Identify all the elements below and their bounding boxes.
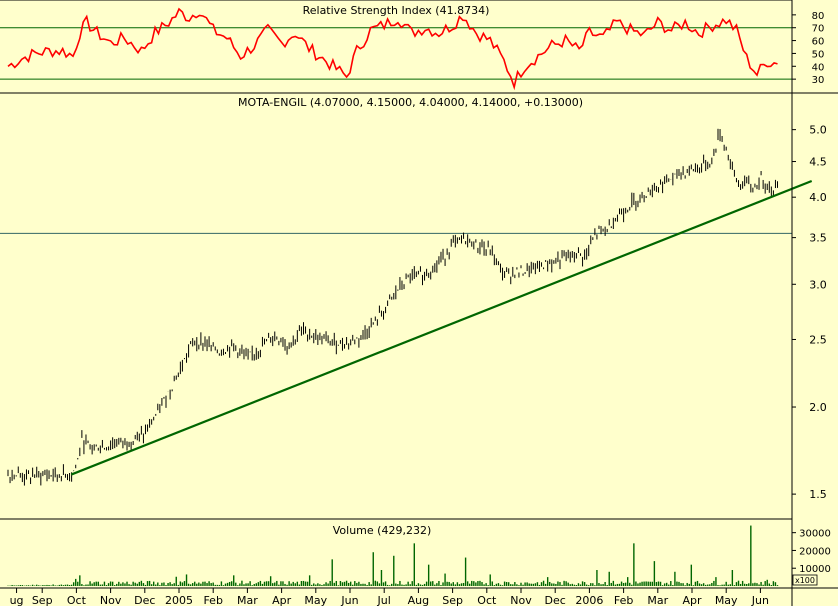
price-tick-label: 5.0 xyxy=(809,124,827,137)
price-axis: 1.5 2.0 2.5 3.0 3.5 4.0 4.5 5.0 xyxy=(792,124,827,501)
rsi-title: Relative Strength Index (41.8734) xyxy=(303,4,490,17)
x-tick-label: Jun xyxy=(751,594,769,606)
rsi-tick-label: 30 xyxy=(812,75,825,86)
x-tick-label: Sep xyxy=(442,594,463,606)
volume-panel: Volume (429,232) 10000 20000 30000 x100 xyxy=(7,524,831,586)
x-tick-label: Feb xyxy=(614,594,633,606)
x-tick-label: Feb xyxy=(203,594,222,606)
x-axis: ug Sep Oct Nov Dec 2005 Feb Mar Apr May Jun Jul Aug S… xyxy=(10,588,769,606)
x-tick-label: 2006 xyxy=(575,594,603,606)
x-tick-label: Mar xyxy=(237,594,258,606)
price-title: MOTA-ENGIL (4.07000, 4.15000, 4.04000, 4… xyxy=(238,96,583,109)
price-tick-label: 1.5 xyxy=(809,488,827,501)
x-tick-label: Apr xyxy=(272,594,292,606)
x-tick-label: Aug xyxy=(408,594,429,606)
x-tick-label: Mar xyxy=(647,594,668,606)
rsi-tick-label: 60 xyxy=(812,37,825,48)
price-bars xyxy=(7,128,778,486)
x-tick-label: 2005 xyxy=(165,594,193,606)
rsi-series-line xyxy=(7,7,778,91)
rsi-panel: Relative Strength Index (41.8734) 30 40 50… xyxy=(0,0,838,94)
volume-tick-label: 20000 xyxy=(799,546,831,557)
volume-tick-label: 10000 xyxy=(799,564,831,575)
x-tick-label: Nov xyxy=(510,594,532,606)
volume-title: Volume (429,232) xyxy=(333,524,431,537)
price-tick-label: 3.0 xyxy=(809,278,827,291)
volume-multiplier-box xyxy=(792,574,818,586)
x-tick-label: Jun xyxy=(340,594,358,606)
x-tick-label: Sep xyxy=(32,594,53,606)
volume-bars xyxy=(7,525,779,586)
volume-multiplier-label: x100 xyxy=(795,576,815,585)
volume-tick-label: 30000 xyxy=(799,529,831,540)
price-tick-label: 4.0 xyxy=(809,191,827,204)
rsi-tick-label: 70 xyxy=(812,24,825,35)
x-tick-label: Dec xyxy=(134,594,155,606)
trendline xyxy=(70,179,813,476)
price-tick-label: 2.5 xyxy=(809,333,827,346)
x-tick-label: Dec xyxy=(545,594,566,606)
x-tick-label: May xyxy=(304,594,327,606)
price-panel: MOTA-ENGIL (4.07000, 4.15000, 4.04000, 4… xyxy=(0,96,827,520)
price-tick-label: 4.5 xyxy=(809,156,827,169)
x-tick-label: ug xyxy=(10,594,24,606)
price-tick-label: 2.0 xyxy=(809,401,827,414)
volume-axis: 10000 20000 30000 xyxy=(792,529,831,575)
x-tick-label: Apr xyxy=(682,594,702,606)
rsi-tick-label: 40 xyxy=(812,62,825,73)
x-tick-label: Oct xyxy=(477,594,497,606)
x-tick-label: May xyxy=(715,594,738,606)
rsi-tick-label: 80 xyxy=(812,11,825,22)
price-tick-label: 3.5 xyxy=(809,232,827,245)
rsi-tick-label: 50 xyxy=(812,49,825,60)
x-tick-label: Nov xyxy=(100,594,122,606)
x-tick-label: Oct xyxy=(67,594,87,606)
x-tick-label: Jul xyxy=(377,594,391,606)
